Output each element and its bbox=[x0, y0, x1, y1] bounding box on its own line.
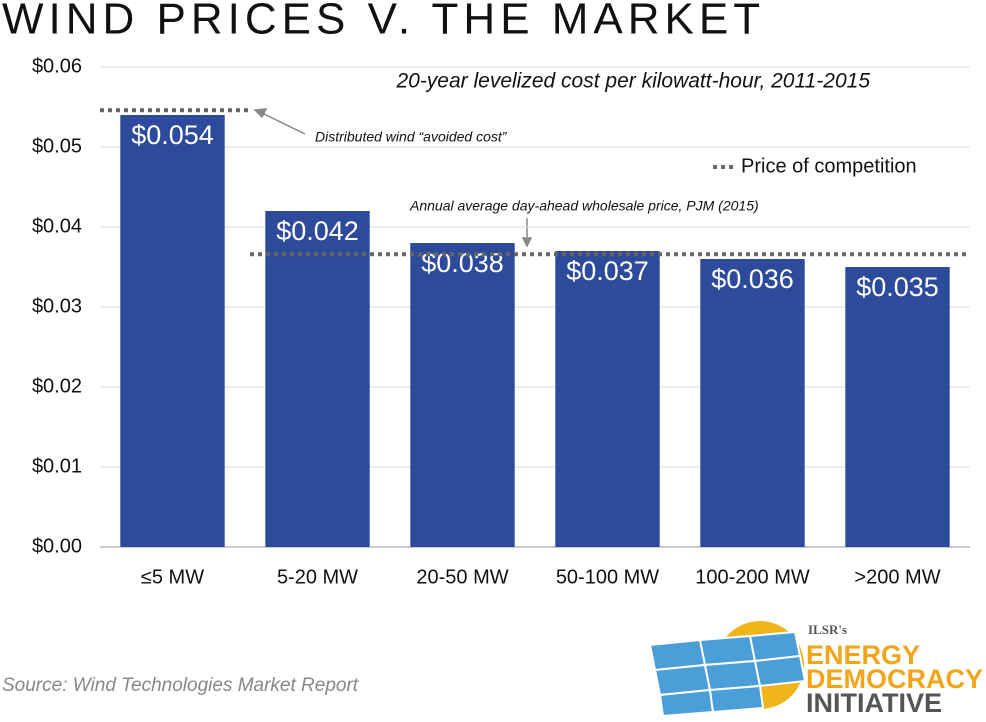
logo-line: INITIATIVE bbox=[806, 688, 942, 718]
value-label: $0.042 bbox=[276, 216, 359, 246]
value-label: $0.035 bbox=[856, 272, 939, 302]
x-tick-label: 100-200 MW bbox=[695, 566, 810, 588]
y-tick-label: $0.01 bbox=[32, 455, 82, 477]
value-label: $0.054 bbox=[131, 120, 214, 150]
x-tick-label: ≤5 MW bbox=[141, 566, 204, 588]
x-tick-label: >200 MW bbox=[854, 566, 940, 588]
chart-subtitle: 20-year levelized cost per kilowatt-hour… bbox=[395, 70, 870, 93]
y-tick-label: $0.04 bbox=[32, 215, 82, 237]
annotation: Distributed wind “avoided cost” bbox=[315, 129, 508, 145]
bar bbox=[265, 211, 370, 547]
annotation-arrows bbox=[253, 108, 533, 248]
bar bbox=[845, 267, 950, 547]
bar bbox=[700, 259, 805, 547]
x-tick-label: 20-50 MW bbox=[416, 566, 508, 588]
chart-title: WIND PRICES V. THE MARKET bbox=[2, 0, 765, 44]
x-tick-label: 50-100 MW bbox=[556, 566, 659, 588]
legend-label: Price of competition bbox=[741, 155, 917, 177]
logo-line: ENERGY bbox=[806, 640, 920, 670]
y-tick-label: $0.03 bbox=[32, 295, 82, 317]
logo-line: DEMOCRACY bbox=[806, 664, 983, 694]
bar bbox=[120, 115, 225, 547]
annotation: Annual average day-ahead wholesale price… bbox=[409, 198, 759, 214]
value-label: $0.036 bbox=[711, 264, 794, 294]
y-tick-label: $0.05 bbox=[32, 135, 82, 157]
y-tick-label: $0.06 bbox=[32, 55, 82, 77]
source: Source: Wind Technologies Market Report bbox=[2, 675, 359, 696]
bar bbox=[410, 243, 515, 547]
y-tick-label: $0.02 bbox=[32, 375, 82, 397]
logo-org: ILSR's bbox=[808, 622, 847, 637]
value-label: $0.037 bbox=[566, 256, 649, 286]
logo: ILSR's ENERGY DEMOCRACY INITIATIVE bbox=[648, 621, 983, 718]
x-tick-label: 5-20 MW bbox=[277, 566, 358, 588]
bar bbox=[555, 251, 660, 547]
y-tick-label: $0.00 bbox=[32, 535, 82, 557]
